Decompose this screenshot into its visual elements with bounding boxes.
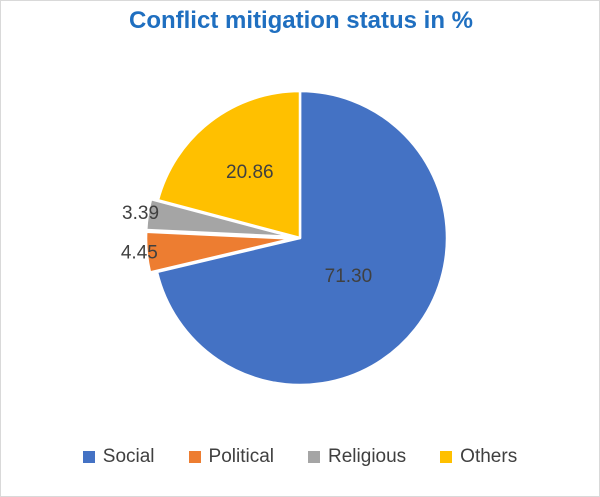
legend-swatch-political bbox=[188, 451, 201, 463]
legend-item-political: Political bbox=[188, 446, 275, 468]
data-label-social: 71.30 bbox=[325, 266, 373, 287]
legend-label-political: Political bbox=[208, 446, 275, 467]
data-label-others: 20.86 bbox=[226, 162, 274, 183]
legend-label-others: Others bbox=[460, 446, 518, 467]
legend-item-social: Social bbox=[82, 446, 155, 468]
legend-label-social: Social bbox=[102, 446, 155, 467]
pie-slice-others bbox=[156, 89, 302, 240]
legend-item-religious: Religious bbox=[308, 446, 406, 468]
pie-slice-social bbox=[155, 89, 449, 387]
data-label-political: 4.45 bbox=[121, 242, 158, 263]
pie-slice-political bbox=[144, 230, 295, 274]
legend: Social Political Religious Others bbox=[0, 446, 600, 468]
chart-title: Conflict mitigation status in % bbox=[128, 7, 473, 34]
legend-swatch-religious bbox=[308, 451, 321, 463]
data-label-religious: 3.39 bbox=[122, 203, 159, 224]
legend-swatch-social bbox=[82, 451, 95, 463]
legend-label-religious: Religious bbox=[328, 446, 407, 467]
legend-swatch-others bbox=[440, 451, 453, 463]
legend-item-others: Others bbox=[440, 446, 517, 468]
